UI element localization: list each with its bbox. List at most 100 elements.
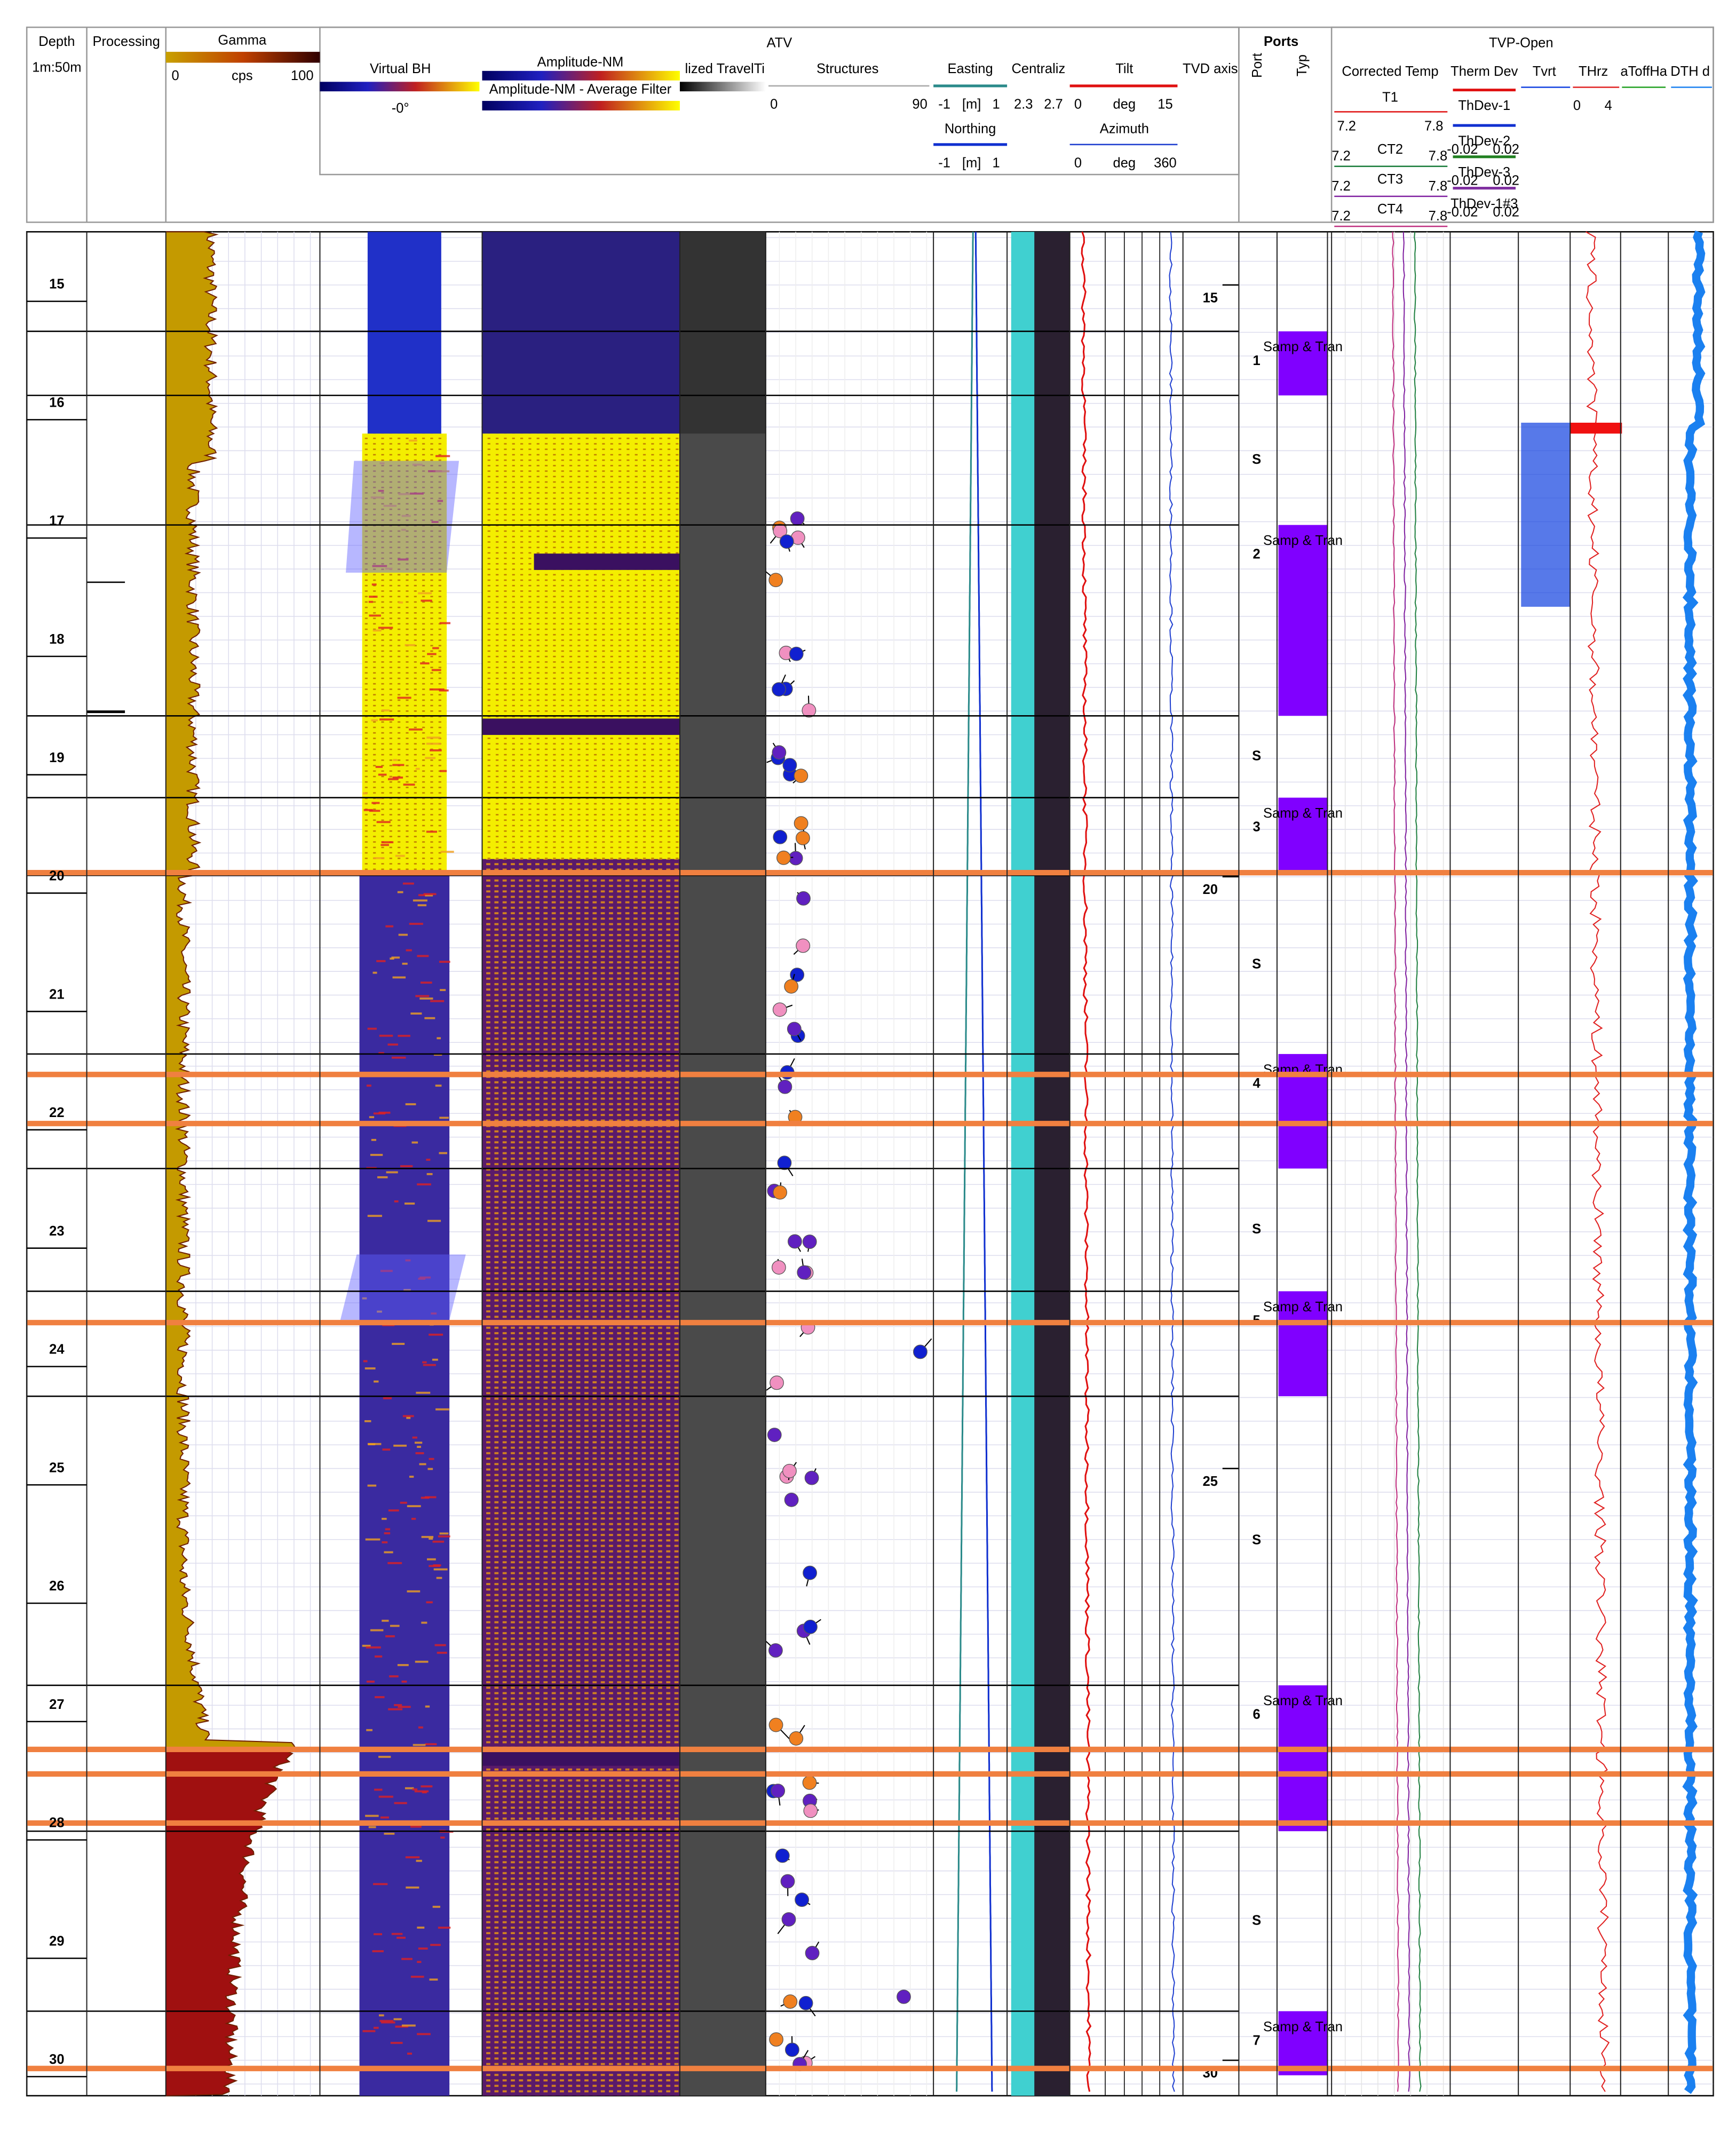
vbh-speck <box>388 1509 399 1512</box>
vbh-speck <box>411 1517 416 1520</box>
vbh-speck <box>438 1535 450 1538</box>
label: -1 <box>938 97 950 112</box>
vbh-speck <box>429 1538 433 1540</box>
vbh-speck <box>401 2024 416 2027</box>
label: [m] <box>962 97 981 112</box>
port-label: S <box>1252 956 1261 971</box>
vbh-speck <box>371 583 377 586</box>
vbh-speck <box>421 599 432 602</box>
vbh-speck <box>417 955 429 957</box>
depth-tick-label: 22 <box>49 1105 64 1120</box>
vbh-speck <box>430 1000 445 1002</box>
vbh-speck <box>432 1905 440 1908</box>
port-label: 6 <box>1253 1707 1261 1722</box>
vbh-speck <box>364 1420 371 1422</box>
vbh-speck <box>375 766 383 768</box>
vbh-speck <box>383 1397 392 1399</box>
vbh-speck <box>414 1790 429 1793</box>
label: 0 <box>1074 97 1082 112</box>
vbh-speck <box>384 1532 391 1534</box>
port-label: 1 <box>1253 353 1261 368</box>
vbh-speck <box>422 1361 427 1364</box>
vbh-speck <box>385 567 393 570</box>
label: ThDev-3 <box>1458 165 1510 180</box>
vbh-speck <box>375 1655 383 1658</box>
vbh-speck <box>381 2021 395 2024</box>
vbh-speck <box>387 1043 398 1046</box>
vbh-speck <box>413 1744 426 1746</box>
vbh-speck <box>420 662 430 664</box>
vbh-speck <box>426 1601 433 1604</box>
vbh-speck <box>425 1705 430 1708</box>
vbh-speck <box>434 1644 446 1646</box>
vbh-speck <box>382 1619 389 1622</box>
vbh-speck <box>426 742 441 745</box>
vbh-speck <box>413 899 427 902</box>
vbh-speck <box>405 1103 416 1105</box>
structure <box>780 1874 795 1889</box>
curve <box>1169 232 1175 2092</box>
label: ThDev-2 <box>1458 133 1510 148</box>
structure <box>803 1565 817 1580</box>
label: 1 <box>993 97 1000 112</box>
vbh-speck <box>395 854 405 857</box>
label: Tilt <box>1115 61 1133 76</box>
vbh-speck <box>397 1664 409 1666</box>
vbh-speck <box>415 767 420 770</box>
vbh-speck <box>371 719 378 722</box>
curve <box>974 232 993 2092</box>
thrz-spike <box>1570 423 1622 434</box>
vbh-speck <box>363 809 373 811</box>
vbh-speck <box>391 956 400 959</box>
vbh-speck <box>426 1558 436 1561</box>
label: 0 <box>172 68 179 83</box>
structure <box>773 1185 787 1200</box>
vbh-speck <box>394 1200 399 1202</box>
vbh-speck <box>435 455 450 457</box>
label: Amplitude-NM <box>537 54 624 69</box>
vbh-speck <box>401 528 406 531</box>
vbh-speck <box>390 957 394 960</box>
vbh-speck <box>426 830 438 833</box>
vbh-speck <box>369 614 381 617</box>
structure <box>802 703 817 718</box>
vbh-speck <box>429 1333 443 1336</box>
vbh-speck <box>366 1646 381 1649</box>
travel <box>679 232 766 2096</box>
vbh-speck <box>376 821 391 823</box>
label: Structures <box>817 61 878 76</box>
port-type: Samp & Tran <box>1263 1693 1343 1708</box>
vbh-speck <box>385 925 394 928</box>
vbh-speck <box>417 2033 431 2036</box>
label: 7.8 <box>1429 209 1448 224</box>
vbh-speck <box>437 1651 447 1654</box>
vbh-speck <box>386 1171 398 1174</box>
port-type: Samp & Tran <box>1263 806 1343 821</box>
vbh-speck <box>385 1635 395 1637</box>
vbh-speck <box>405 1259 411 1262</box>
label: deg <box>1113 97 1136 112</box>
label: Ports <box>1264 34 1298 49</box>
vbh-speck <box>387 1562 402 1564</box>
vbh-speck <box>384 1551 393 1554</box>
structure <box>789 1731 804 1746</box>
label: 2.7 <box>1044 97 1063 112</box>
vbh-speck <box>409 728 423 731</box>
vbh-speck <box>362 792 368 795</box>
vbh-speck <box>409 923 423 925</box>
label: 360 <box>1154 155 1177 170</box>
vbh-speck <box>378 1795 393 1798</box>
port-box <box>1278 797 1328 876</box>
vbh-speck <box>394 1704 402 1706</box>
structure <box>796 891 811 906</box>
label: Easting <box>948 61 993 76</box>
vbh-speck <box>418 894 426 897</box>
label: 0 <box>1573 98 1581 113</box>
vbh-speck <box>432 1358 438 1361</box>
port-type: Samp & Tran <box>1263 1300 1343 1315</box>
vbh-speck <box>370 496 385 499</box>
vbh-speck <box>407 1590 421 1593</box>
label: Azimuth <box>1100 121 1149 136</box>
